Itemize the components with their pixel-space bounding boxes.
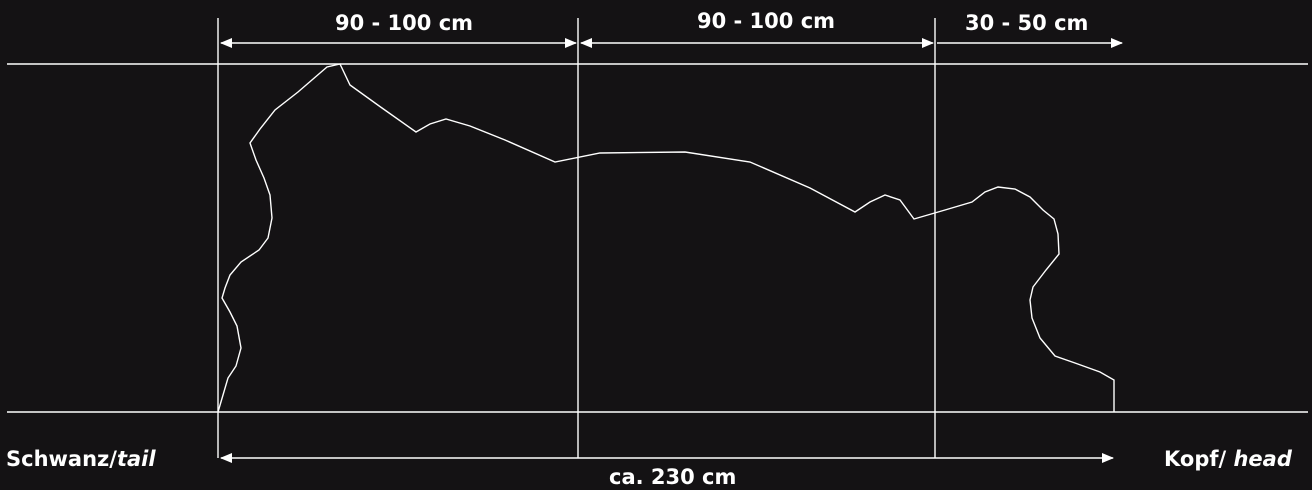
tail-label-german: Schwanz bbox=[6, 447, 110, 471]
tail-label-english: tail bbox=[116, 447, 156, 471]
segment-2-label: 90 - 100 cm bbox=[697, 9, 836, 33]
hide-outline bbox=[217, 63, 1115, 413]
head-label-german: Kopf bbox=[1164, 447, 1219, 471]
head-label-separator: / bbox=[1218, 447, 1227, 471]
total-length-label: ca. 230 cm bbox=[609, 465, 737, 489]
head-label: Kopf/ head bbox=[1164, 449, 1292, 470]
tail-label: Schwanz/tail bbox=[6, 449, 156, 470]
head-label-english: head bbox=[1233, 447, 1292, 471]
segment-1-label: 90 - 100 cm bbox=[335, 11, 474, 35]
tail-label-separator: / bbox=[109, 447, 117, 471]
segment-3-label: 30 - 50 cm bbox=[965, 11, 1089, 35]
